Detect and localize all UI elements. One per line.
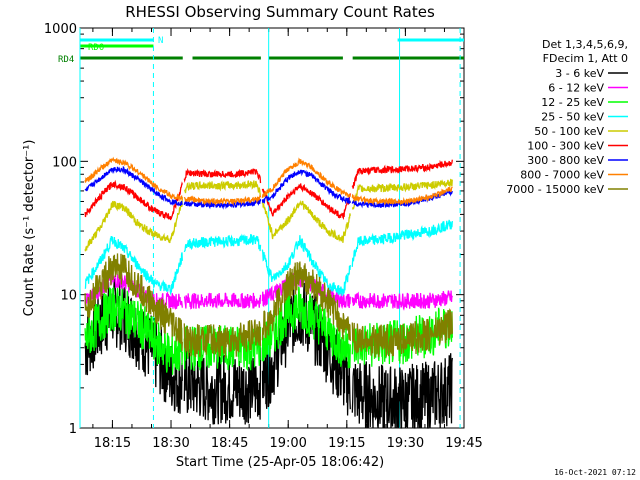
x-tick-label: 18:15 (94, 436, 131, 451)
series-line-6 (84, 165, 453, 210)
x-tick-label: 18:45 (211, 436, 248, 451)
legend-header-line: FDecim 1, Att 0 (543, 52, 628, 65)
series-line-0 (84, 277, 453, 429)
series-line-7 (84, 156, 453, 207)
legend-entry-label: 800 - 7000 keV (520, 169, 604, 182)
legend: Det 1,3,4,5,6,9,FDecim 1, Att 0 3 - 6 keV… (506, 38, 628, 196)
axis-ticks: 18:15 18:30 18:45 19:00 19:15 19:30 19:45 1 10 10… (44, 22, 483, 451)
x-axis-label: Start Time (25-Apr-05 18:06:42) (176, 455, 384, 470)
chart-title: RHESSI Observing Summary Count Rates (125, 3, 435, 21)
y-tick-label: 1000 (44, 22, 77, 37)
attenuator-flags: RD0 N RD4 (58, 36, 464, 65)
series-lines (84, 156, 453, 429)
flag-label-n: N (158, 36, 163, 46)
legend-entry-label: 300 - 800 keV (527, 154, 604, 167)
y-tick-label: 1 (69, 422, 77, 437)
legend-entry-label: 50 - 100 keV (534, 125, 604, 138)
flag-label-rd4: RD4 (58, 55, 74, 65)
legend-header-line: Det 1,3,4,5,6,9, (542, 38, 628, 51)
y-tick-label: 10 (60, 289, 77, 304)
legend-entry-label: 100 - 300 keV (527, 140, 604, 153)
legend-entry-label: 6 - 12 keV (548, 82, 604, 95)
series-line-2 (84, 286, 453, 375)
legend-entry-label: 7000 - 15000 keV (506, 183, 604, 196)
timestamp: 16-Oct-2021 07:12 (554, 468, 636, 477)
y-axis-label: Count Rate (s⁻¹ detector⁻¹) (22, 140, 37, 317)
x-tick-label: 19:00 (269, 436, 306, 451)
x-tick-label: 19:45 (445, 436, 482, 451)
flag-label-rd0: RD0 (88, 43, 104, 53)
y-tick-label: 100 (52, 155, 77, 170)
legend-entry-label: 3 - 6 keV (555, 67, 604, 80)
time-markers (79, 28, 461, 428)
x-tick-label: 18:30 (152, 436, 189, 451)
series-line-8 (84, 253, 453, 358)
legend-entry-label: 25 - 50 keV (541, 111, 604, 124)
series-line-5 (84, 159, 453, 221)
legend-entry-label: 12 - 25 keV (541, 96, 604, 109)
x-tick-label: 19:15 (328, 436, 365, 451)
x-tick-label: 19:30 (387, 436, 424, 451)
series-line-3 (84, 219, 453, 296)
series-line-4 (84, 178, 453, 252)
